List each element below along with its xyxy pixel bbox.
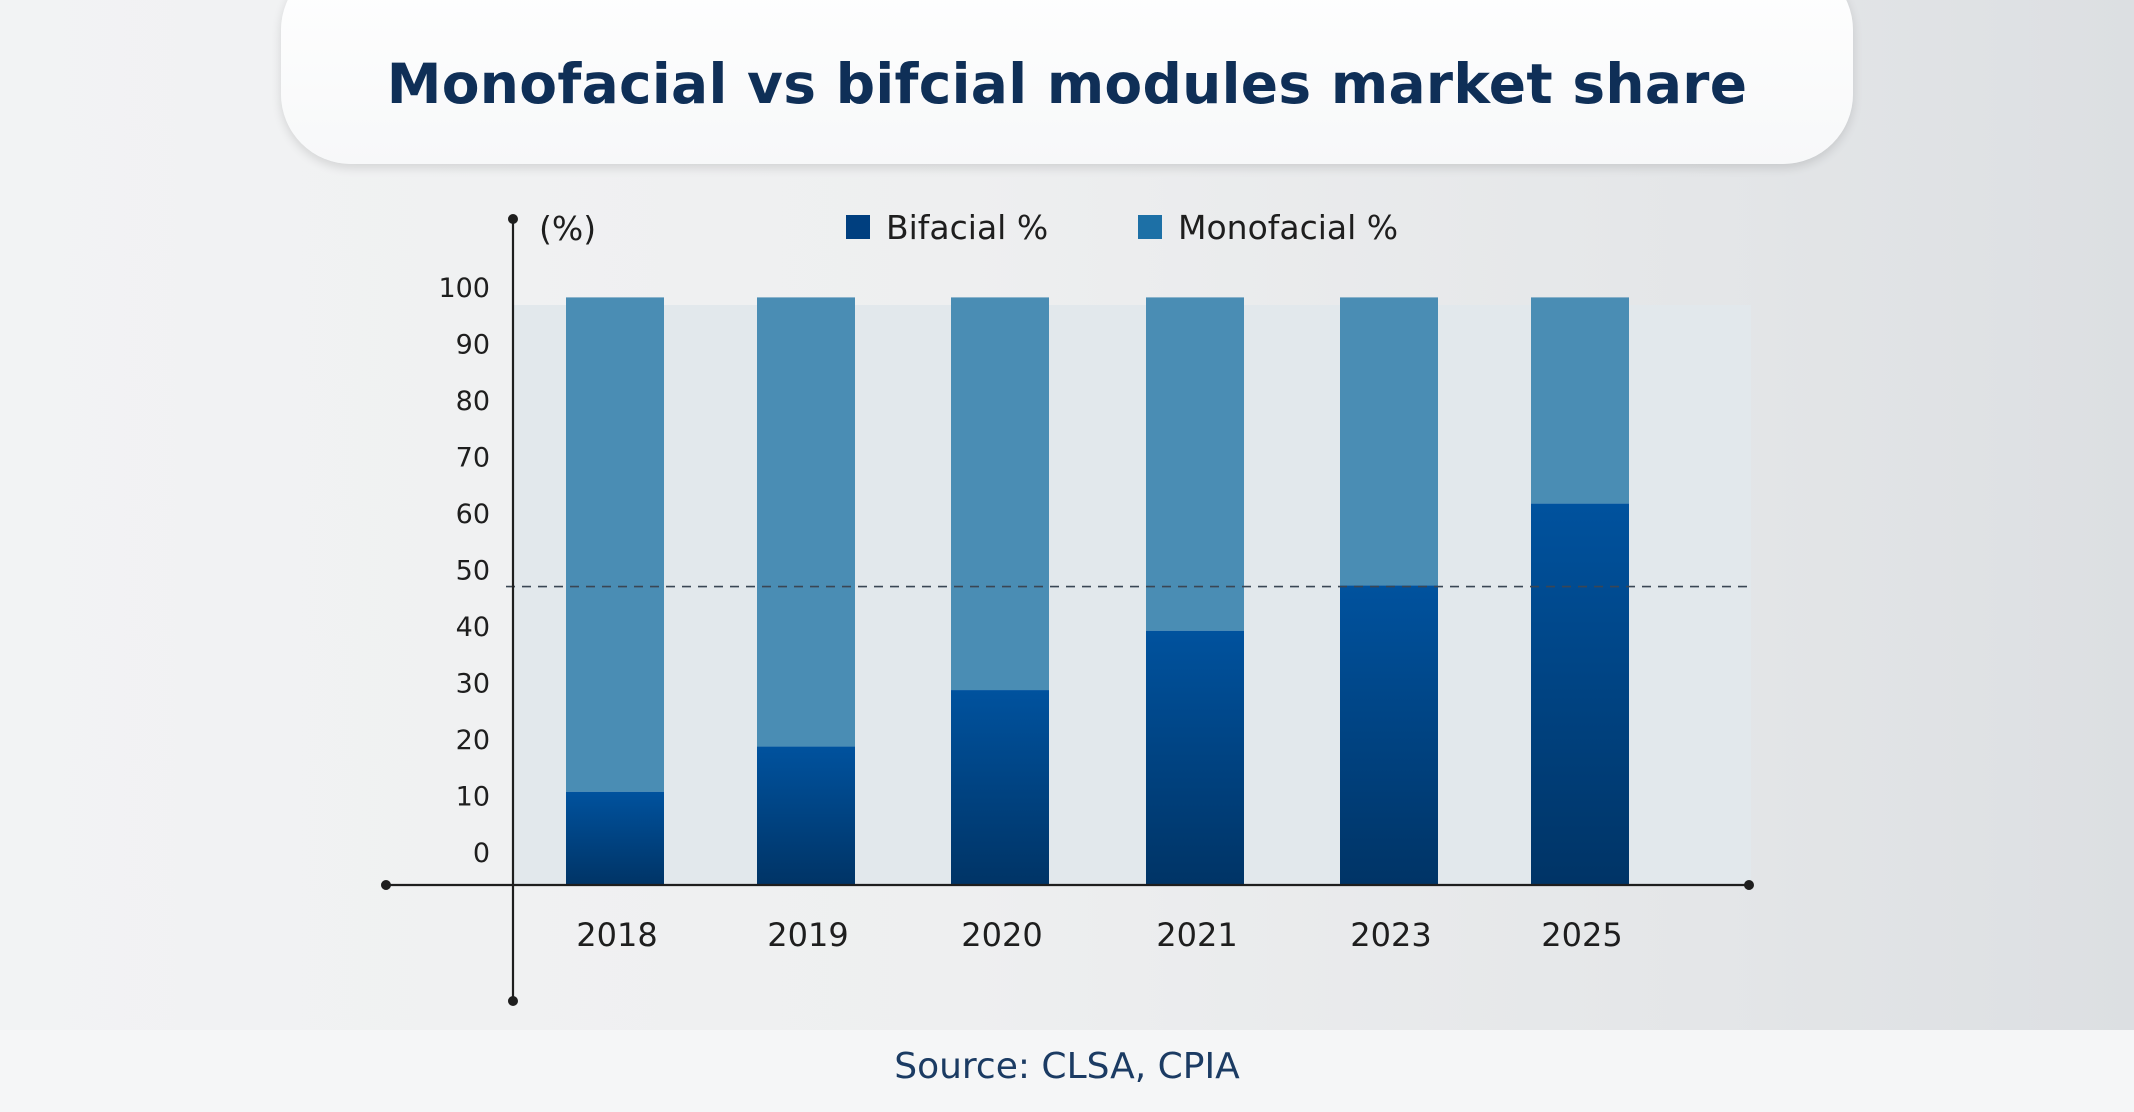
x-tick-label-2019: 2019	[767, 916, 848, 954]
y-tick-label-60: 60	[456, 499, 490, 530]
y-tick-label-50: 50	[456, 556, 490, 587]
bar-bifacial-2020	[951, 690, 1049, 885]
y-tick-label-10: 10	[456, 782, 490, 813]
x-tick-labels: 2018 2019 2020 2021 2023 2025	[576, 916, 1622, 954]
bar-monofacial-2023	[1340, 297, 1438, 586]
footer-band	[0, 1030, 2134, 1112]
y-tick-label-40: 40	[456, 612, 490, 643]
title-card	[281, 0, 1853, 164]
legend-swatch-bifacial	[846, 215, 870, 239]
y-tick-label-30: 30	[456, 669, 490, 700]
chart-title: Monofacial vs bifcial modules market sha…	[386, 52, 1748, 116]
legend-label-monofacial: Monofacial %	[1178, 208, 1398, 247]
y-axis-label: (%)	[539, 209, 596, 248]
x-tick-label-2021: 2021	[1156, 916, 1237, 954]
x-tick-label-2023: 2023	[1350, 916, 1431, 954]
bar-bifacial-2025	[1531, 503, 1629, 885]
y-tick-label-0: 0	[473, 838, 490, 869]
x-tick-label-2020: 2020	[961, 916, 1042, 954]
y-tick-label-80: 80	[456, 386, 490, 417]
y-tick-label-100: 100	[438, 273, 490, 304]
source-note: Source: CLSA, CPIA	[894, 1046, 1240, 1087]
legend-label-bifacial: Bifacial %	[886, 208, 1048, 247]
bar-monofacial-2021	[1146, 297, 1244, 631]
y-axis-top-end	[508, 214, 518, 224]
x-axis-right-end	[1744, 880, 1754, 890]
y-axis-bottom-end	[508, 996, 518, 1006]
y-tick-labels: 0 10 20 30 40 50 60 70 80 90 100	[438, 273, 490, 869]
x-axis-left-end	[381, 880, 391, 890]
bar-monofacial-2020	[951, 297, 1049, 691]
bar-bifacial-2021	[1146, 630, 1244, 885]
bar-monofacial-2018	[566, 297, 664, 792]
x-tick-label-2018: 2018	[576, 916, 657, 954]
bar-monofacial-2025	[1531, 297, 1629, 504]
bar-bifacial-2019	[757, 746, 855, 885]
bars-group	[566, 297, 1629, 885]
y-tick-label-90: 90	[456, 330, 490, 361]
bar-bifacial-2023	[1340, 585, 1438, 885]
y-tick-label-20: 20	[456, 725, 490, 756]
x-tick-label-2025: 2025	[1541, 916, 1622, 954]
legend: Bifacial % Monofacial %	[846, 208, 1398, 247]
legend-swatch-monofacial	[1138, 215, 1162, 239]
y-tick-label-70: 70	[456, 443, 490, 474]
bar-monofacial-2019	[757, 297, 855, 747]
bar-bifacial-2018	[566, 791, 664, 885]
